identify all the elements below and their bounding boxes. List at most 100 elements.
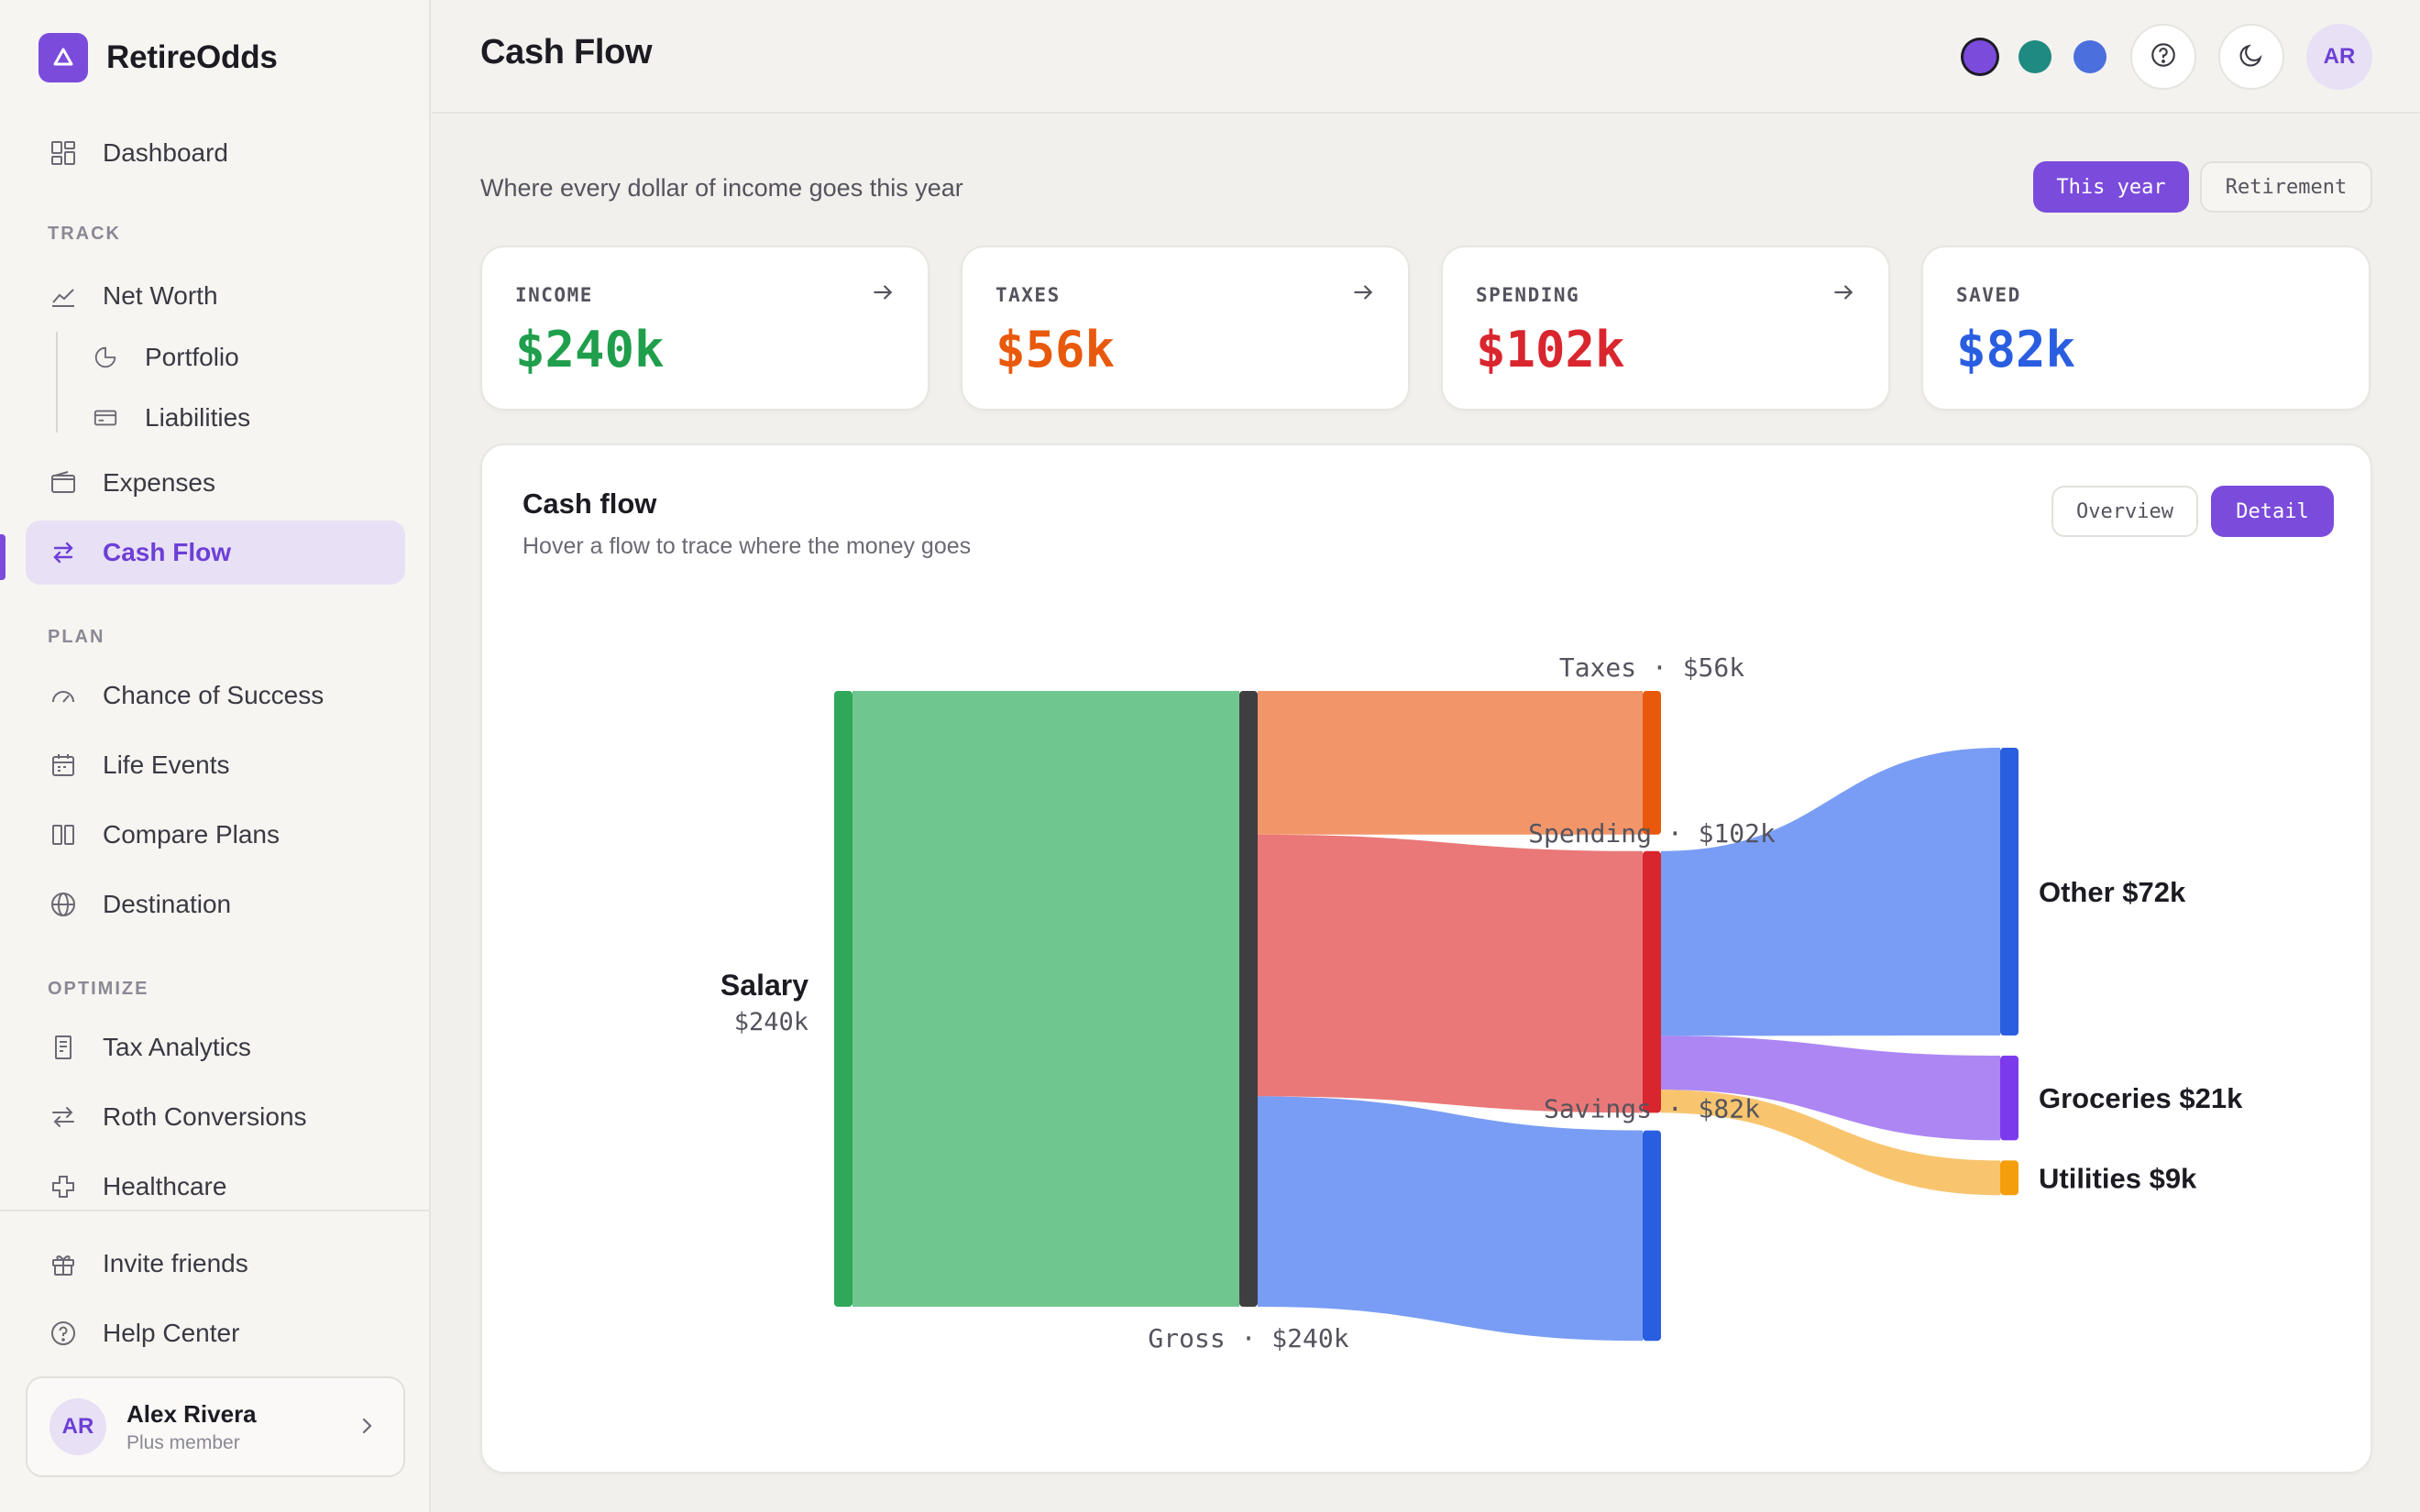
sidebar-item-destination[interactable]: Destination [26, 872, 405, 937]
calendar-icon [48, 750, 79, 781]
flow-salary-gross [852, 691, 1239, 1307]
sankey-chart: Salary $240k Gross · $240k Taxes · $56k Spen… [720, 652, 2243, 1353]
sidebar: RetireOdds Dashboard TRACK Net Worth Por… [0, 0, 431, 1512]
sidebar-item-liabilities[interactable]: Liabilities [64, 389, 405, 447]
view-overview-button[interactable]: Overview [2052, 486, 2198, 537]
help-button[interactable] [2130, 24, 2196, 90]
stat-label: INCOME [515, 284, 593, 306]
gift-icon [48, 1248, 79, 1279]
sidebar-item-tax-analytics[interactable]: Tax Analytics [26, 1015, 405, 1079]
dark-mode-toggle[interactable] [2218, 24, 2284, 90]
section-label-track: TRACK [48, 224, 121, 244]
node-spending [1643, 850, 1661, 1113]
node-savings [1643, 1130, 1661, 1342]
stat-card-spending[interactable]: SPENDING $102k [1441, 246, 1890, 411]
node-salary [834, 691, 852, 1307]
help-circle-icon [2149, 40, 2178, 74]
flow-spending-groceries [1661, 1035, 2000, 1141]
theme-color-blue[interactable] [2074, 40, 2106, 73]
sidebar-item-roth-conversions[interactable]: Roth Conversions [26, 1085, 405, 1149]
section-label-optimize: OPTIMIZE [48, 979, 149, 999]
sidebar-item-label: Roth Conversions [103, 1102, 307, 1131]
view-detail-button[interactable]: Detail [2211, 486, 2334, 537]
sidebar-item-expenses[interactable]: Expenses [26, 451, 405, 515]
flow-gross-savings [1258, 1096, 1643, 1342]
user-avatar-button[interactable]: AR [2306, 24, 2372, 90]
sidebar-item-label: Liabilities [145, 403, 251, 432]
sidebar-item-portfolio[interactable]: Portfolio [64, 328, 405, 387]
stat-value: $82k [1956, 321, 2076, 378]
medical-cross-icon [48, 1171, 79, 1200]
sidebar-nav[interactable]: Dashboard TRACK Net Worth Portfolio Liab… [0, 119, 429, 1200]
label-spending: Spending · $102k [1528, 818, 1776, 849]
top-bar: Cash Flow AR [433, 0, 2420, 114]
label-other: Other $72k [2039, 876, 2186, 908]
node-utilities [2000, 1160, 2018, 1196]
section-label-plan: PLAN [48, 627, 105, 647]
stat-label: SPENDING [1476, 284, 1580, 306]
arrow-right-icon [1832, 280, 1855, 309]
label-taxes: Taxes · $56k [1559, 652, 1744, 683]
user-card[interactable]: AR Alex Rivera Plus member [26, 1376, 405, 1477]
flow-gross-taxes [1258, 691, 1643, 835]
theme-color-teal[interactable] [2018, 40, 2052, 73]
arrows-swap-icon [48, 537, 79, 568]
stat-card-income[interactable]: INCOME $240k [480, 246, 930, 411]
help-center-link[interactable]: Help Center [26, 1301, 405, 1365]
stat-card-taxes[interactable]: TAXES $56k [961, 246, 1410, 411]
sidebar-item-dashboard[interactable]: Dashboard [26, 121, 405, 185]
logo-icon [38, 33, 88, 82]
range-this-year-button[interactable]: This year [2033, 161, 2189, 213]
label-groceries: Groceries $21k [2039, 1082, 2243, 1114]
stat-card-saved[interactable]: SAVED $82k [1921, 246, 2370, 411]
label-salary: Salary [720, 969, 808, 1002]
tree-line [56, 332, 58, 433]
flow-spending-utilities [1661, 1090, 2000, 1196]
arrow-right-icon [871, 280, 895, 309]
cash-flow-subtitle: Hover a flow to trace where the money go… [522, 533, 972, 559]
stat-value: $56k [996, 321, 1116, 378]
stat-label: TAXES [996, 284, 1061, 306]
sidebar-item-cash-flow[interactable]: Cash Flow [26, 520, 405, 585]
user-name: Alex Rivera [126, 1399, 257, 1428]
sidebar-item-label: Life Events [103, 751, 230, 779]
label-utilities: Utilities $9k [2039, 1162, 2197, 1194]
brand[interactable]: RetireOdds [38, 33, 278, 82]
flow-gross-spending [1258, 834, 1643, 1113]
range-retirement-button[interactable]: Retirement [2200, 161, 2372, 213]
invite-friends-link[interactable]: Invite friends [26, 1232, 405, 1296]
sidebar-item-label: Expenses [103, 468, 215, 497]
node-gross [1239, 691, 1258, 1307]
globe-icon [48, 889, 79, 920]
sidebar-item-healthcare[interactable]: Healthcare [26, 1155, 405, 1200]
trend-line-icon [48, 280, 79, 312]
node-groceries [2000, 1056, 2018, 1141]
help-label: Help Center [103, 1319, 240, 1347]
label-gross: Gross · $240k [1148, 1323, 1348, 1353]
stat-label: SAVED [1956, 284, 2021, 306]
gauge-icon [48, 680, 79, 711]
label-savings: Savings · $82k [1544, 1094, 1760, 1124]
sidebar-item-label: Portfolio [145, 343, 239, 371]
help-circle-icon [48, 1318, 79, 1349]
sidebar-item-label: Chance of Success [103, 681, 324, 709]
sidebar-item-label: Net Worth [103, 281, 218, 310]
transfer-icon [48, 1101, 79, 1133]
sidebar-item-label: Destination [103, 890, 232, 918]
user-info: Alex Rivera Plus member [126, 1400, 257, 1454]
user-plan: Plus member [126, 1431, 240, 1453]
sidebar-item-life-events[interactable]: Life Events [26, 733, 405, 797]
sidebar-item-label: Cash Flow [103, 538, 232, 566]
flow-spending-other [1661, 748, 2000, 1036]
avatar: AR [50, 1398, 106, 1455]
sidebar-item-net-worth[interactable]: Net Worth [26, 264, 405, 328]
sidebar-item-chance-of-success[interactable]: Chance of Success [26, 663, 405, 728]
sidebar-item-label: Tax Analytics [103, 1033, 251, 1061]
invite-label: Invite friends [103, 1249, 248, 1277]
theme-color-purple[interactable] [1964, 40, 1996, 73]
sidebar-item-compare-plans[interactable]: Compare Plans [26, 803, 405, 867]
columns-icon [48, 819, 79, 850]
arrow-right-icon [1351, 280, 1375, 309]
pie-icon [90, 342, 121, 373]
stat-value: $240k [515, 321, 665, 378]
